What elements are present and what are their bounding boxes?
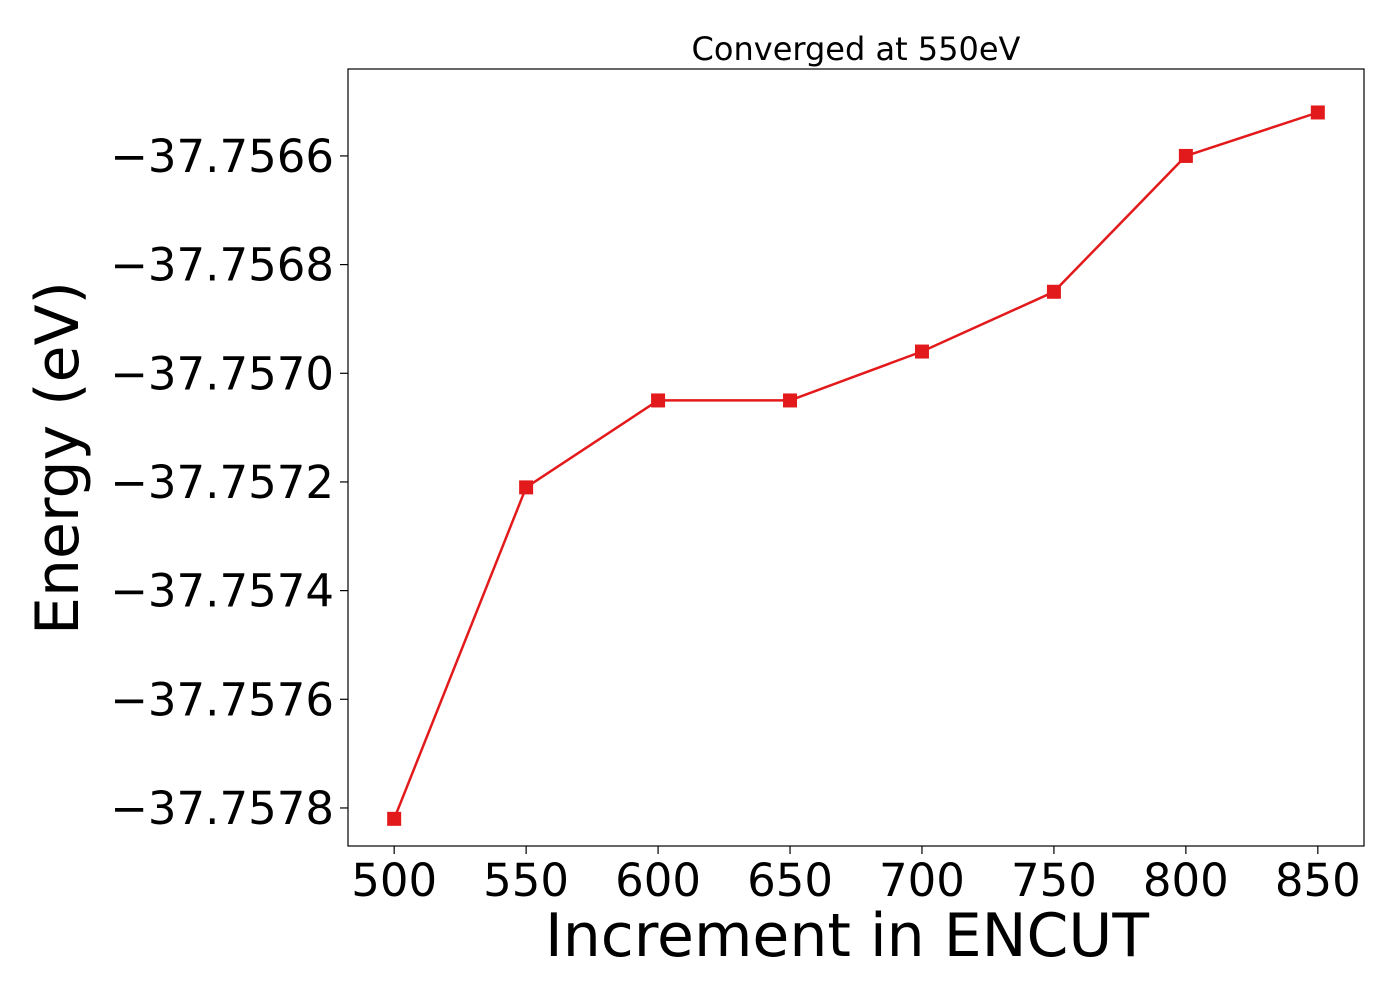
data-point xyxy=(651,393,666,408)
x-axis-label: Increment in ENCUT xyxy=(545,901,1149,971)
data-point xyxy=(387,811,402,826)
data-point xyxy=(1046,284,1061,299)
series-line xyxy=(393,111,1319,820)
y-tick-label: −37.7572 xyxy=(110,456,334,509)
series-layer xyxy=(387,105,1325,826)
data-point xyxy=(914,344,929,359)
y-tick-label: −37.7578 xyxy=(110,782,334,835)
y-tick-label: −37.7574 xyxy=(110,565,334,618)
x-tick-label: 500 xyxy=(351,854,437,907)
chart-title: Converged at 550eV xyxy=(692,30,1021,68)
y-axis-label: Energy (eV) xyxy=(23,281,93,635)
x-tick-label: 650 xyxy=(747,854,833,907)
x-tick-label: 800 xyxy=(1143,854,1229,907)
x-axis-ticks: 500 550 600 650 700 750 800 850 xyxy=(351,846,1361,907)
y-tick-label: −37.7576 xyxy=(110,673,334,726)
data-point xyxy=(519,480,534,495)
x-tick-label: 750 xyxy=(1011,854,1097,907)
x-tick-label: 600 xyxy=(615,854,701,907)
y-tick-label: −37.7568 xyxy=(110,239,334,292)
x-tick-label: 550 xyxy=(483,854,569,907)
y-axis-ticks: −37.7578 −37.7576 −37.7574 −37.7572 −37.7570… xyxy=(110,130,348,835)
data-point xyxy=(783,393,798,408)
y-tick-label: −37.7566 xyxy=(110,130,334,183)
x-tick-label: 850 xyxy=(1275,854,1361,907)
axes-frame xyxy=(347,68,1365,847)
data-point xyxy=(1178,148,1193,163)
x-tick-label: 700 xyxy=(879,854,965,907)
y-tick-label: −37.7570 xyxy=(110,347,334,400)
data-point xyxy=(1310,105,1325,120)
plot-area xyxy=(347,68,1365,847)
